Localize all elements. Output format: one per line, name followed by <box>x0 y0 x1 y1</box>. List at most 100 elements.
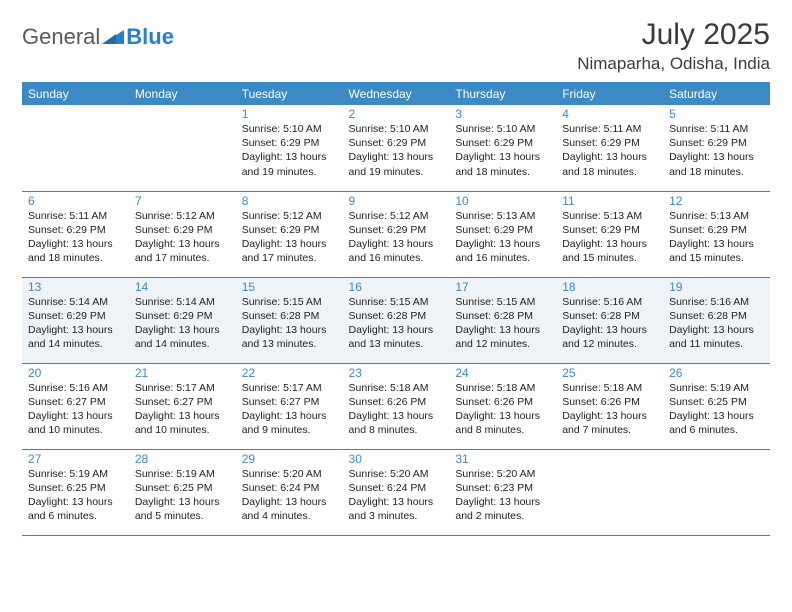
calendar-cell: 19Sunrise: 5:16 AMSunset: 6:28 PMDayligh… <box>663 277 770 363</box>
day-info: Sunrise: 5:14 AMSunset: 6:29 PMDaylight:… <box>135 295 230 352</box>
day-info: Sunrise: 5:18 AMSunset: 6:26 PMDaylight:… <box>455 381 550 438</box>
day-number: 14 <box>135 280 230 294</box>
calendar-cell: 3Sunrise: 5:10 AMSunset: 6:29 PMDaylight… <box>449 105 556 191</box>
day-info: Sunrise: 5:10 AMSunset: 6:29 PMDaylight:… <box>242 122 337 179</box>
day-info: Sunrise: 5:19 AMSunset: 6:25 PMDaylight:… <box>135 467 230 524</box>
calendar-week-row: 27Sunrise: 5:19 AMSunset: 6:25 PMDayligh… <box>22 449 770 535</box>
calendar-cell: 2Sunrise: 5:10 AMSunset: 6:29 PMDaylight… <box>343 105 450 191</box>
day-number: 28 <box>135 452 230 466</box>
calendar-cell: 5Sunrise: 5:11 AMSunset: 6:29 PMDaylight… <box>663 105 770 191</box>
day-number: 13 <box>28 280 123 294</box>
calendar-week-row: 20Sunrise: 5:16 AMSunset: 6:27 PMDayligh… <box>22 363 770 449</box>
day-info: Sunrise: 5:16 AMSunset: 6:28 PMDaylight:… <box>669 295 764 352</box>
calendar-cell: 20Sunrise: 5:16 AMSunset: 6:27 PMDayligh… <box>22 363 129 449</box>
day-info: Sunrise: 5:10 AMSunset: 6:29 PMDaylight:… <box>455 122 550 179</box>
day-info: Sunrise: 5:15 AMSunset: 6:28 PMDaylight:… <box>242 295 337 352</box>
calendar-cell: 8Sunrise: 5:12 AMSunset: 6:29 PMDaylight… <box>236 191 343 277</box>
calendar-cell: 31Sunrise: 5:20 AMSunset: 6:23 PMDayligh… <box>449 449 556 535</box>
day-number: 6 <box>28 194 123 208</box>
day-info: Sunrise: 5:15 AMSunset: 6:28 PMDaylight:… <box>349 295 444 352</box>
weekday-header: Tuesday <box>236 83 343 106</box>
calendar-cell: 30Sunrise: 5:20 AMSunset: 6:24 PMDayligh… <box>343 449 450 535</box>
day-info: Sunrise: 5:20 AMSunset: 6:24 PMDaylight:… <box>349 467 444 524</box>
calendar-cell: 1Sunrise: 5:10 AMSunset: 6:29 PMDaylight… <box>236 105 343 191</box>
weekday-header: Thursday <box>449 83 556 106</box>
day-number: 12 <box>669 194 764 208</box>
day-info: Sunrise: 5:11 AMSunset: 6:29 PMDaylight:… <box>28 209 123 266</box>
day-info: Sunrise: 5:10 AMSunset: 6:29 PMDaylight:… <box>349 122 444 179</box>
calendar-cell: 14Sunrise: 5:14 AMSunset: 6:29 PMDayligh… <box>129 277 236 363</box>
logo-triangle-icon <box>102 26 124 49</box>
day-info: Sunrise: 5:18 AMSunset: 6:26 PMDaylight:… <box>562 381 657 438</box>
day-number: 9 <box>349 194 444 208</box>
day-info: Sunrise: 5:12 AMSunset: 6:29 PMDaylight:… <box>242 209 337 266</box>
day-info: Sunrise: 5:13 AMSunset: 6:29 PMDaylight:… <box>455 209 550 266</box>
weekday-header: Wednesday <box>343 83 450 106</box>
day-info: Sunrise: 5:16 AMSunset: 6:27 PMDaylight:… <box>28 381 123 438</box>
weekday-header: Friday <box>556 83 663 106</box>
logo: General Blue <box>22 24 174 50</box>
calendar-cell: 26Sunrise: 5:19 AMSunset: 6:25 PMDayligh… <box>663 363 770 449</box>
day-info: Sunrise: 5:20 AMSunset: 6:24 PMDaylight:… <box>242 467 337 524</box>
location: Nimaparha, Odisha, India <box>577 54 770 74</box>
day-number: 3 <box>455 107 550 121</box>
calendar-cell: 23Sunrise: 5:18 AMSunset: 6:26 PMDayligh… <box>343 363 450 449</box>
day-number: 19 <box>669 280 764 294</box>
calendar-cell: 4Sunrise: 5:11 AMSunset: 6:29 PMDaylight… <box>556 105 663 191</box>
calendar-cell: 17Sunrise: 5:15 AMSunset: 6:28 PMDayligh… <box>449 277 556 363</box>
day-number: 8 <box>242 194 337 208</box>
day-number: 25 <box>562 366 657 380</box>
day-info: Sunrise: 5:16 AMSunset: 6:28 PMDaylight:… <box>562 295 657 352</box>
day-number: 27 <box>28 452 123 466</box>
day-number: 21 <box>135 366 230 380</box>
day-number: 23 <box>349 366 444 380</box>
day-info: Sunrise: 5:17 AMSunset: 6:27 PMDaylight:… <box>242 381 337 438</box>
calendar-cell: 24Sunrise: 5:18 AMSunset: 6:26 PMDayligh… <box>449 363 556 449</box>
day-info: Sunrise: 5:19 AMSunset: 6:25 PMDaylight:… <box>28 467 123 524</box>
day-number: 10 <box>455 194 550 208</box>
calendar-cell: 22Sunrise: 5:17 AMSunset: 6:27 PMDayligh… <box>236 363 343 449</box>
calendar-cell: 18Sunrise: 5:16 AMSunset: 6:28 PMDayligh… <box>556 277 663 363</box>
weekday-header: Saturday <box>663 83 770 106</box>
calendar-body: 1Sunrise: 5:10 AMSunset: 6:29 PMDaylight… <box>22 105 770 535</box>
day-number: 2 <box>349 107 444 121</box>
day-info: Sunrise: 5:13 AMSunset: 6:29 PMDaylight:… <box>669 209 764 266</box>
calendar-cell: 9Sunrise: 5:12 AMSunset: 6:29 PMDaylight… <box>343 191 450 277</box>
day-info: Sunrise: 5:14 AMSunset: 6:29 PMDaylight:… <box>28 295 123 352</box>
calendar-week-row: 1Sunrise: 5:10 AMSunset: 6:29 PMDaylight… <box>22 105 770 191</box>
calendar-cell: 11Sunrise: 5:13 AMSunset: 6:29 PMDayligh… <box>556 191 663 277</box>
day-number: 11 <box>562 194 657 208</box>
page-header: General Blue July 2025 Nimaparha, Odisha… <box>22 18 770 74</box>
day-number: 4 <box>562 107 657 121</box>
day-info: Sunrise: 5:11 AMSunset: 6:29 PMDaylight:… <box>669 122 764 179</box>
day-number: 29 <box>242 452 337 466</box>
day-number: 20 <box>28 366 123 380</box>
day-number: 18 <box>562 280 657 294</box>
logo-text-general: General <box>22 24 100 50</box>
calendar-cell: 29Sunrise: 5:20 AMSunset: 6:24 PMDayligh… <box>236 449 343 535</box>
calendar-week-row: 13Sunrise: 5:14 AMSunset: 6:29 PMDayligh… <box>22 277 770 363</box>
day-number: 1 <box>242 107 337 121</box>
day-number: 30 <box>349 452 444 466</box>
calendar-cell-empty <box>129 105 236 191</box>
day-number: 17 <box>455 280 550 294</box>
month-year: July 2025 <box>577 18 770 52</box>
day-number: 26 <box>669 366 764 380</box>
calendar-cell: 13Sunrise: 5:14 AMSunset: 6:29 PMDayligh… <box>22 277 129 363</box>
calendar-cell: 28Sunrise: 5:19 AMSunset: 6:25 PMDayligh… <box>129 449 236 535</box>
day-info: Sunrise: 5:15 AMSunset: 6:28 PMDaylight:… <box>455 295 550 352</box>
day-info: Sunrise: 5:18 AMSunset: 6:26 PMDaylight:… <box>349 381 444 438</box>
day-number: 15 <box>242 280 337 294</box>
day-number: 16 <box>349 280 444 294</box>
day-info: Sunrise: 5:12 AMSunset: 6:29 PMDaylight:… <box>349 209 444 266</box>
day-number: 7 <box>135 194 230 208</box>
calendar-cell-empty <box>663 449 770 535</box>
day-info: Sunrise: 5:13 AMSunset: 6:29 PMDaylight:… <box>562 209 657 266</box>
calendar-header-row: SundayMondayTuesdayWednesdayThursdayFrid… <box>22 83 770 106</box>
calendar-cell: 12Sunrise: 5:13 AMSunset: 6:29 PMDayligh… <box>663 191 770 277</box>
weekday-header: Sunday <box>22 83 129 106</box>
title-block: July 2025 Nimaparha, Odisha, India <box>577 18 770 74</box>
logo-text-blue: Blue <box>126 24 174 50</box>
calendar-cell: 6Sunrise: 5:11 AMSunset: 6:29 PMDaylight… <box>22 191 129 277</box>
calendar-cell: 16Sunrise: 5:15 AMSunset: 6:28 PMDayligh… <box>343 277 450 363</box>
